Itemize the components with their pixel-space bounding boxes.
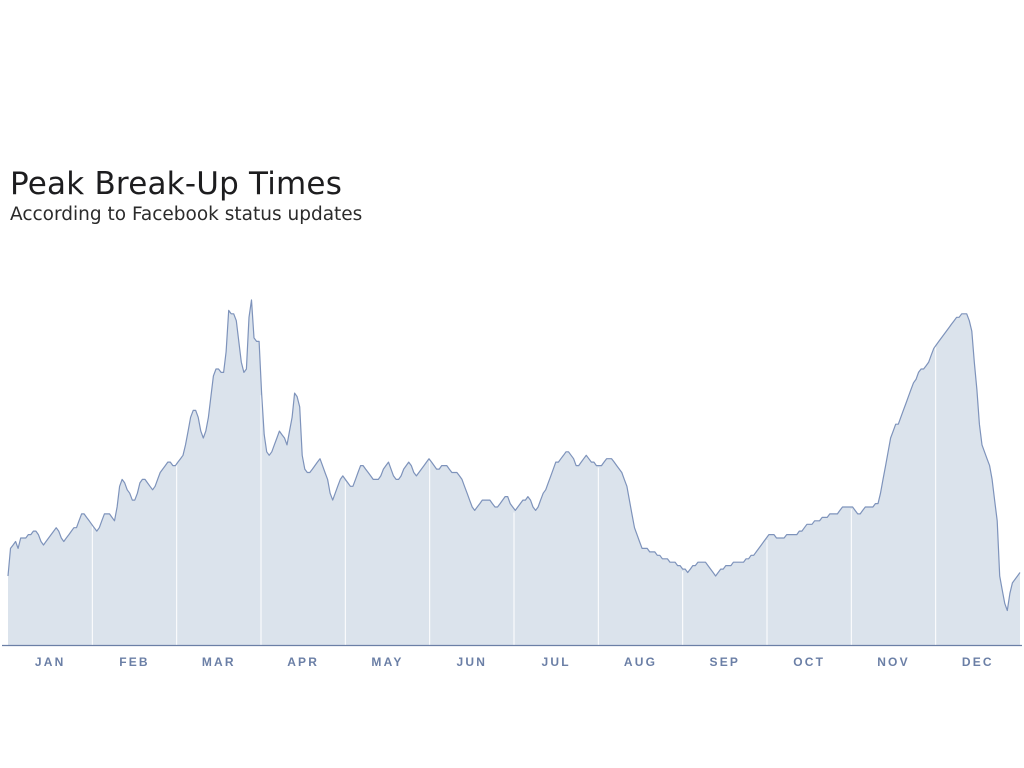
month-label: MAY — [371, 655, 403, 669]
month-labels: JAN FEB MAR APR MAY JUN JUL AUG SEP OCT NOV DEC — [35, 655, 994, 669]
month-label: DEC — [962, 655, 994, 669]
chart-title: Peak Break-Up Times — [10, 166, 343, 202]
series-line — [7, 299, 1021, 612]
month-label: JUN — [457, 655, 488, 669]
month-label: NOV — [877, 655, 910, 669]
month-dividers — [91, 346, 937, 645]
month-label: FEB — [119, 655, 150, 669]
month-label: MAR — [202, 655, 236, 669]
month-label: SEP — [710, 655, 741, 669]
month-label: OCT — [793, 655, 825, 669]
month-label: JUL — [542, 655, 571, 669]
month-label: APR — [287, 655, 319, 669]
month-label: AUG — [624, 655, 657, 669]
chart-subtitle: According to Facebook status updates — [10, 204, 363, 225]
month-label: JAN — [35, 655, 66, 669]
